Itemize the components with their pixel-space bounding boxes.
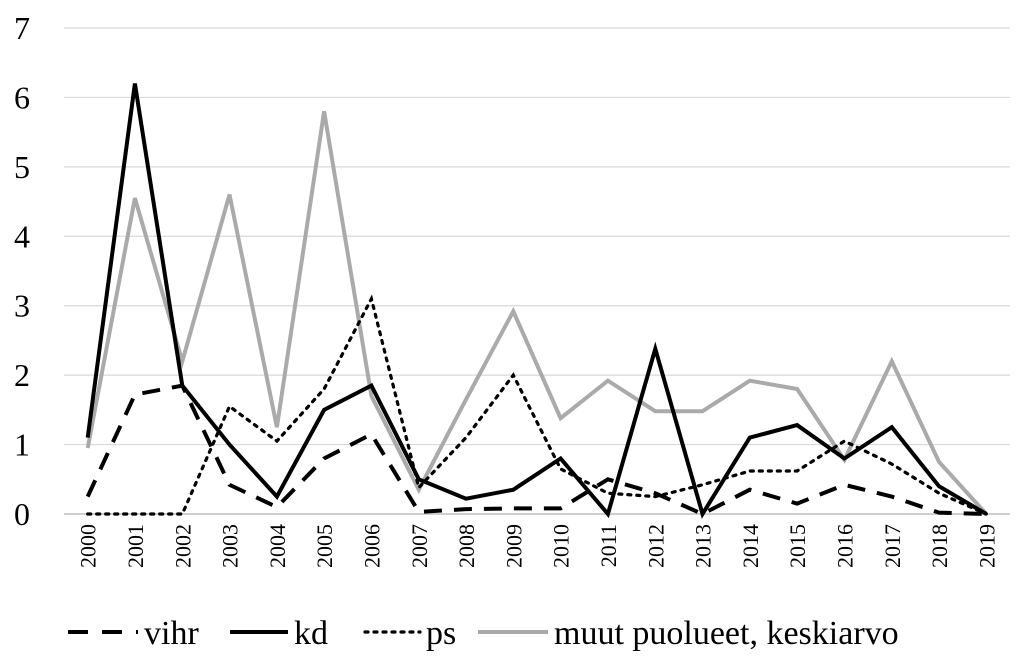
x-tick-label: 2005 — [312, 524, 337, 568]
x-tick-label: 2015 — [785, 524, 810, 568]
y-axis-tick-labels: 0 1 2 3 4 5 6 7 — [14, 10, 30, 532]
x-tick-label: 2011 — [596, 524, 621, 567]
y-tick-label: 2 — [14, 357, 30, 393]
legend-label: ps — [426, 615, 456, 652]
x-tick-label: 2007 — [407, 524, 432, 568]
y-tick-label: 5 — [14, 149, 30, 185]
y-tick-label: 7 — [14, 10, 30, 46]
x-tick-label: 2002 — [170, 524, 195, 568]
series-line-muut-puolueet-keskiarvo — [85, 110, 988, 516]
x-tick-label: 2008 — [454, 524, 479, 568]
x-tick-label: 2009 — [501, 524, 526, 568]
gridlines — [64, 27, 1010, 515]
x-tick-label: 2013 — [691, 524, 716, 568]
x-tick-label: 2000 — [76, 524, 101, 568]
x-tick-label: 2010 — [549, 524, 574, 568]
legend-label: kd — [294, 615, 328, 652]
series-line-kd — [85, 83, 988, 519]
x-tick-label: 2001 — [123, 524, 148, 568]
series-line-vihr — [85, 383, 987, 517]
x-tick-label: 2006 — [359, 524, 384, 568]
series-lines — [85, 83, 988, 519]
x-tick-label: 2016 — [832, 524, 857, 568]
x-tick-label: 2014 — [738, 524, 763, 568]
x-tick-label: 2012 — [643, 524, 668, 568]
legend-label: vihr — [144, 615, 199, 652]
x-tick-label: 2018 — [927, 524, 952, 568]
y-tick-label: 4 — [14, 218, 30, 254]
series-line-ps — [86, 294, 988, 516]
x-tick-label: 2019 — [974, 524, 999, 568]
y-tick-label: 3 — [14, 288, 30, 324]
y-tick-label: 0 — [14, 496, 30, 532]
legend: vihr kd ps muut puolueet, keskiarvo — [68, 615, 899, 652]
legend-label: muut puolueet, keskiarvo — [554, 615, 899, 652]
y-tick-label: 6 — [14, 79, 30, 115]
x-tick-label: 2017 — [880, 524, 905, 568]
x-tick-label: 2003 — [218, 524, 243, 568]
y-tick-label: 1 — [14, 427, 30, 463]
x-axis-tick-labels: 2000 2001 2002 2003 2004 2005 2006 2007 2008 2009… — [76, 524, 1000, 568]
x-tick-label: 2004 — [265, 524, 290, 568]
